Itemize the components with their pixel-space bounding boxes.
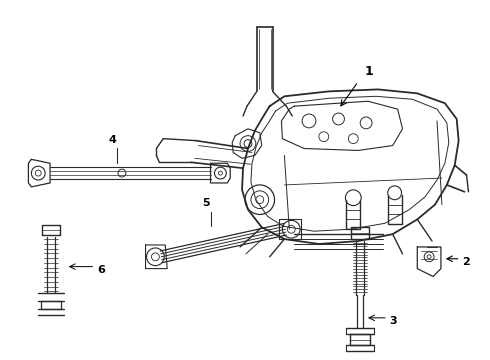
Text: 3: 3 [390, 316, 397, 326]
Text: 4: 4 [108, 135, 116, 145]
Text: 1: 1 [364, 64, 373, 78]
Text: 5: 5 [202, 198, 209, 208]
Text: 6: 6 [98, 265, 105, 275]
Text: 2: 2 [463, 257, 470, 267]
